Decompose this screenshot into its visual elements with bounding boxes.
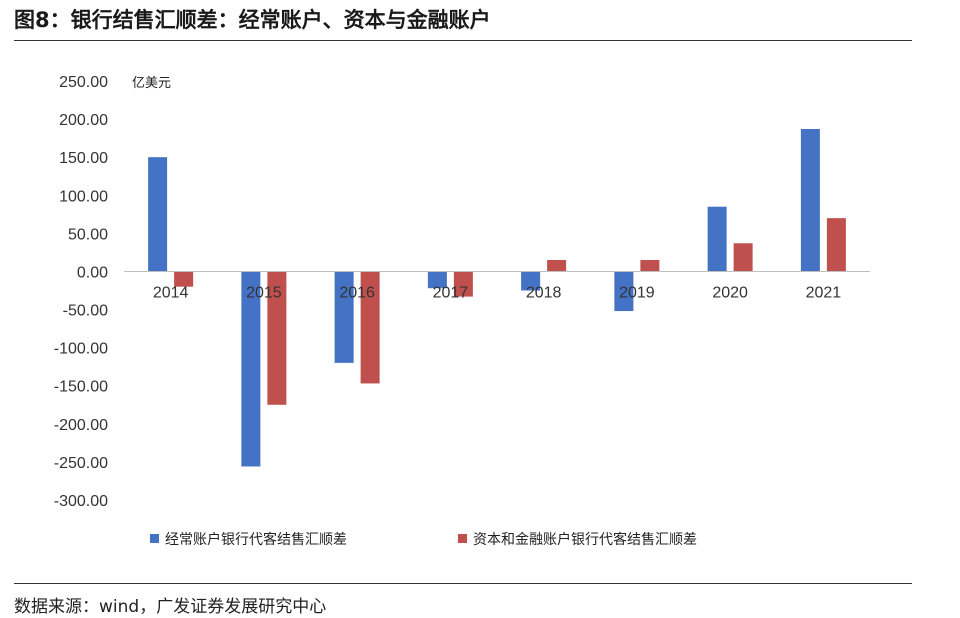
y-tick-label: 50.00 <box>68 226 108 243</box>
bar-current-account-2014 <box>148 157 168 272</box>
bar-capital-financial-account-2021 <box>826 218 846 272</box>
x-axis-labels: 2014 2015 2016 2017 2018 2019 2020 2021 <box>153 284 841 301</box>
bar-capital-financial-account-2020 <box>733 243 753 272</box>
bar-current-account-2019 <box>614 271 634 312</box>
source-note: 数据来源：wind，广发证券发展研究中心 <box>14 597 327 617</box>
y-tick-label: -150.00 <box>54 379 108 396</box>
bar-capital-financial-account-2019 <box>640 260 660 272</box>
y-tick-label: -200.00 <box>54 417 108 434</box>
bar-capital-financial-account-2018 <box>547 260 567 272</box>
bar-current-account-2021 <box>800 128 820 272</box>
bar-current-account-2018 <box>521 271 541 291</box>
y-tick-label: -50.00 <box>63 303 108 320</box>
bar-group <box>148 128 846 467</box>
y-tick-label: -250.00 <box>54 455 108 472</box>
x-tick-label: 2020 <box>712 284 748 301</box>
y-tick-label: 100.00 <box>59 188 108 205</box>
title-divider <box>14 40 912 41</box>
figure-title: 图8：银行结售汇顺差：经常账户、资本与金融账户 <box>14 8 491 32</box>
bar-current-account-2015 <box>241 271 261 467</box>
y-tick-label: -300.00 <box>54 493 108 510</box>
x-tick-label: 2017 <box>433 284 469 301</box>
bar-capital-financial-account-2016 <box>360 271 380 384</box>
y-tick-label: 0.00 <box>77 264 108 281</box>
legend-label: 资本和金融账户银行代客结售汇顺差 <box>473 531 697 548</box>
legend-label: 经常账户银行代客结售汇顺差 <box>165 531 347 548</box>
y-tick-label: -100.00 <box>54 341 108 358</box>
bar-chart: 250.00 200.00 150.00 100.00 50.00 0.00 -50.00 -… <box>54 74 870 548</box>
y-tick-label: 150.00 <box>59 150 108 167</box>
bar-capital-financial-account-2017 <box>453 271 473 297</box>
bar-capital-financial-account-2014 <box>174 271 194 287</box>
bar-current-account-2020 <box>707 206 727 272</box>
legend-swatch <box>150 534 159 543</box>
legend: 经常账户银行代客结售汇顺差 资本和金融账户银行代客结售汇顺差 <box>150 531 697 548</box>
x-tick-label: 2014 <box>153 284 189 301</box>
y-axis: 250.00 200.00 150.00 100.00 50.00 0.00 -50.00 -… <box>54 74 108 510</box>
x-tick-label: 2021 <box>806 284 842 301</box>
bar-current-account-2016 <box>334 271 354 363</box>
bar-capital-financial-account-2015 <box>267 271 287 405</box>
y-tick-label: 200.00 <box>59 112 108 129</box>
legend-swatch <box>458 534 467 543</box>
x-tick-label: 2019 <box>619 284 655 301</box>
y-tick-label: 250.00 <box>59 74 108 91</box>
source-divider <box>14 583 912 584</box>
x-tick-label: 2016 <box>339 284 375 301</box>
bar-current-account-2017 <box>427 271 447 289</box>
unit-label: 亿美元 <box>132 76 171 91</box>
x-tick-label: 2018 <box>526 284 562 301</box>
x-tick-label: 2015 <box>246 284 282 301</box>
